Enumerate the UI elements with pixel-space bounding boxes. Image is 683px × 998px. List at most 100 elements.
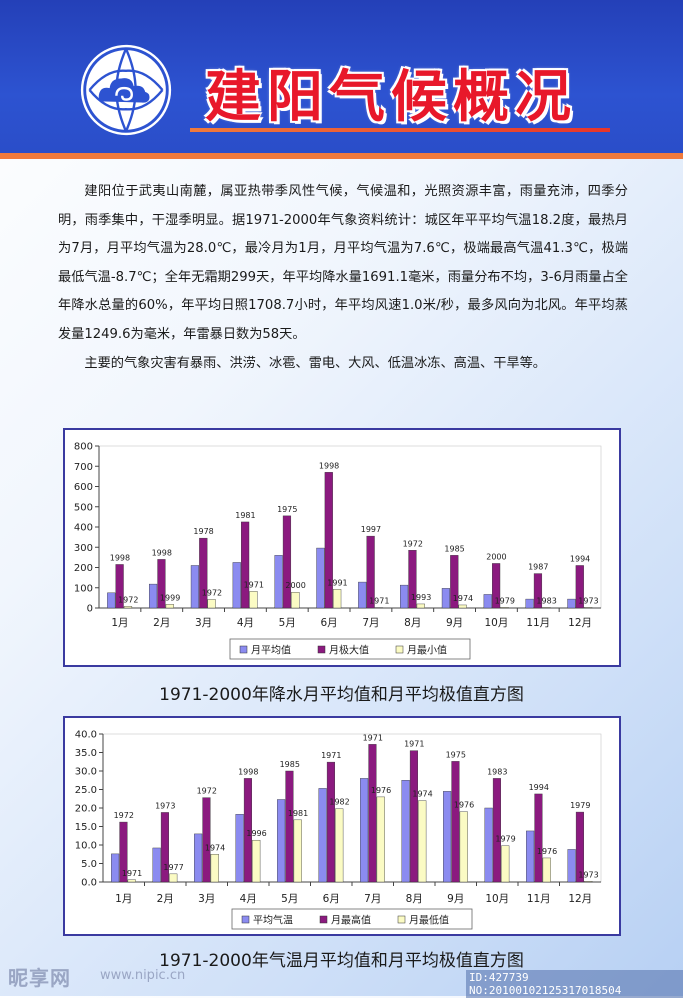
bar-avg xyxy=(568,849,576,882)
temperature-chart: 0.05.010.015.020.025.030.035.040.01月1972… xyxy=(65,718,619,934)
legend-entry: 月最高值 xyxy=(331,914,371,927)
watermark-site: www.nipic.cn xyxy=(100,968,185,983)
x-tick-label: 1月 xyxy=(115,893,132,905)
x-tick-label: 3月 xyxy=(195,617,212,629)
bar-avg xyxy=(319,788,327,882)
data-label: 1987 xyxy=(528,563,548,572)
bar-min xyxy=(124,606,132,608)
bar-max xyxy=(452,761,460,882)
watermark-id: ID:427739 NO:20100102125317018504 xyxy=(466,970,683,998)
data-label: 1974 xyxy=(453,594,473,603)
y-tick-label: 200 xyxy=(74,563,93,574)
y-tick-label: 800 xyxy=(74,442,93,453)
x-tick-label: 6月 xyxy=(320,617,337,629)
y-tick-label: 40.0 xyxy=(75,730,97,741)
bar-min xyxy=(294,820,302,882)
data-label: 1997 xyxy=(361,525,381,534)
bar-min xyxy=(501,607,509,608)
data-label: 1979 xyxy=(495,596,515,605)
bar-max xyxy=(325,472,333,608)
legend-entry: 月极大值 xyxy=(329,644,369,657)
bar-max xyxy=(493,778,501,882)
legend-swatch xyxy=(396,646,403,653)
bar-avg xyxy=(111,854,119,882)
bar-avg xyxy=(400,585,408,608)
data-label: 1985 xyxy=(280,760,300,769)
x-tick-label: 11月 xyxy=(526,617,550,629)
bar-min xyxy=(501,846,509,882)
data-label: 1994 xyxy=(570,554,590,563)
data-label: 1971 xyxy=(404,740,424,749)
y-tick-label: 5.0 xyxy=(81,859,97,870)
bar-min xyxy=(169,874,177,882)
data-label: 1973 xyxy=(578,870,598,879)
data-label: 1972 xyxy=(118,595,138,604)
legend-entry: 月最低值 xyxy=(409,914,449,927)
data-label: 1972 xyxy=(114,811,134,820)
bar-avg xyxy=(233,562,241,608)
bar-avg xyxy=(443,791,451,882)
data-label: 1971 xyxy=(122,869,142,878)
data-label: 1976 xyxy=(537,847,557,856)
bar-avg xyxy=(153,848,161,882)
data-label: 1971 xyxy=(363,733,383,742)
bar-min xyxy=(459,605,467,608)
data-label: 1998 xyxy=(319,461,339,470)
data-label: 1976 xyxy=(371,786,391,795)
legend-swatch xyxy=(318,646,325,653)
legend-swatch xyxy=(242,916,249,923)
legend-swatch xyxy=(240,646,247,653)
bar-avg xyxy=(191,565,199,608)
data-label: 1993 xyxy=(411,593,431,602)
data-label: 1972 xyxy=(403,539,423,548)
bar-avg xyxy=(485,808,493,882)
x-tick-label: 8月 xyxy=(404,617,421,629)
y-tick-label: 20.0 xyxy=(75,804,97,815)
bar-avg xyxy=(236,814,244,882)
data-label: 1999 xyxy=(160,593,180,602)
data-label: 1994 xyxy=(529,783,549,792)
data-label: 1981 xyxy=(235,511,255,520)
data-label: 1978 xyxy=(193,527,213,536)
bar-max xyxy=(283,516,291,608)
bar-max xyxy=(241,522,249,608)
title-underline xyxy=(190,128,610,132)
x-tick-label: 2月 xyxy=(157,893,174,905)
legend-swatch xyxy=(398,916,405,923)
data-label: 1998 xyxy=(238,767,258,776)
bar-avg xyxy=(402,780,410,882)
x-tick-label: 5月 xyxy=(279,617,296,629)
y-tick-label: 0 xyxy=(87,604,93,615)
bar-max xyxy=(199,538,207,608)
y-tick-label: 700 xyxy=(74,462,93,473)
data-label: 1974 xyxy=(205,843,225,852)
precipitation-chart-caption: 1971-2000年降水月平均值和月平均极值直方图 xyxy=(0,680,683,705)
data-label: 1998 xyxy=(110,553,130,562)
bar-min xyxy=(417,604,425,608)
bar-min xyxy=(291,592,299,608)
x-tick-label: 7月 xyxy=(362,617,379,629)
data-label: 1981 xyxy=(288,809,308,818)
bar-min xyxy=(543,858,551,882)
bar-avg xyxy=(358,582,366,608)
data-label: 1985 xyxy=(444,544,464,553)
bar-max xyxy=(286,771,294,882)
bar-avg xyxy=(568,599,576,608)
bar-avg xyxy=(484,594,492,608)
x-tick-label: 1月 xyxy=(111,617,128,629)
bar-min xyxy=(128,880,136,882)
legend-entry: 月最小值 xyxy=(407,644,447,657)
x-tick-label: 5月 xyxy=(281,893,298,905)
data-label: 1972 xyxy=(197,787,217,796)
page-title: 建阳气候概况 xyxy=(205,52,577,133)
y-tick-label: 0.0 xyxy=(81,878,97,889)
bar-min xyxy=(208,599,216,608)
data-label: 1991 xyxy=(327,578,347,587)
data-label: 1983 xyxy=(536,596,556,605)
bar-avg xyxy=(526,831,534,882)
data-label: 1976 xyxy=(454,801,474,810)
data-label: 1971 xyxy=(244,580,264,589)
y-tick-label: 400 xyxy=(74,523,93,534)
bar-min xyxy=(166,604,174,608)
